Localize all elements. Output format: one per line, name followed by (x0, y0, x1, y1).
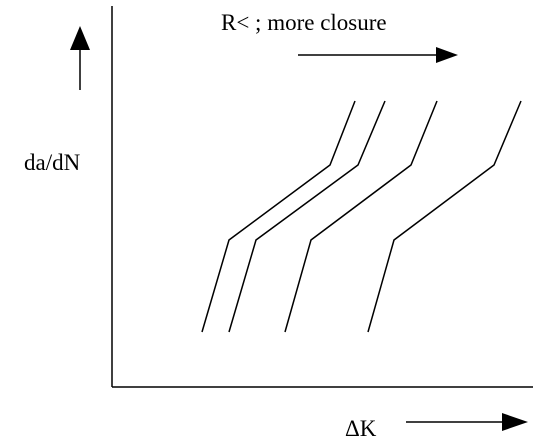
curve-3 (284, 100, 438, 333)
curve-2 (228, 100, 386, 333)
annotation-text: R< ; more closure (221, 10, 387, 35)
x-direction-arrow-head (502, 413, 528, 431)
annotation-arrow-head (436, 47, 458, 63)
y-direction-arrow-head (70, 26, 90, 50)
y-axis-label: da/dN (24, 150, 81, 175)
curve-4 (367, 100, 522, 333)
curve-1 (201, 100, 356, 333)
x-axis-label: ΔK (345, 416, 377, 441)
